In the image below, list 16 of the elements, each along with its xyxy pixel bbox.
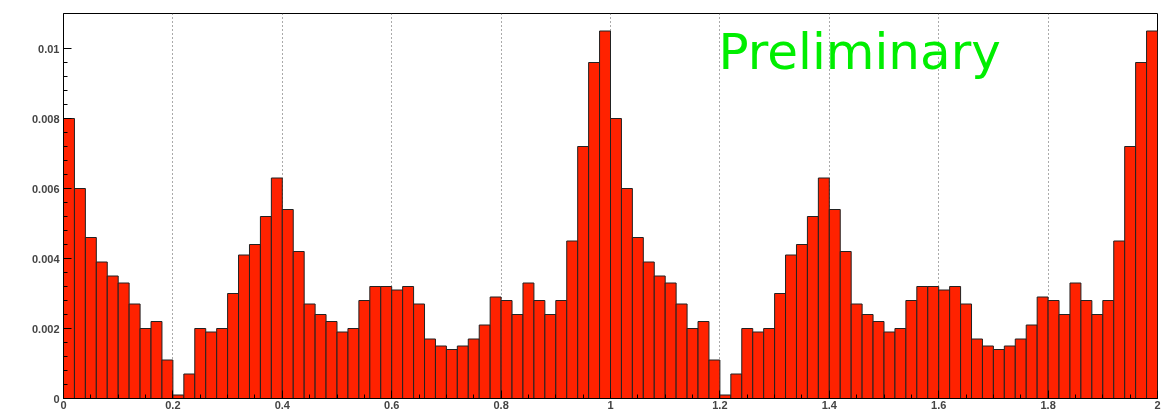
- x-tick-label: 2: [1154, 398, 1161, 411]
- x-tick-label: 0.2: [165, 398, 181, 411]
- x-tick-label: 1.4: [821, 398, 838, 411]
- y-tick-label: 0.004: [31, 252, 61, 265]
- x-tick-label: 1: [607, 398, 614, 411]
- x-tick-label: 0.6: [384, 398, 400, 411]
- y-tick-label: 0.008: [31, 112, 60, 125]
- x-tick-label: 0.4: [274, 398, 291, 411]
- x-tick-label: 1.6: [931, 398, 947, 411]
- x-tick-label: 1.8: [1040, 398, 1056, 411]
- annotation: Preliminary: [718, 22, 1001, 81]
- x-tick-label: 0.8: [493, 398, 509, 411]
- y-tick-label: 0.002: [31, 322, 60, 335]
- x-tick-label: 1.2: [712, 398, 728, 411]
- y-tick-label: 0.01: [38, 42, 60, 55]
- y-tick-label: 0.006: [31, 182, 60, 195]
